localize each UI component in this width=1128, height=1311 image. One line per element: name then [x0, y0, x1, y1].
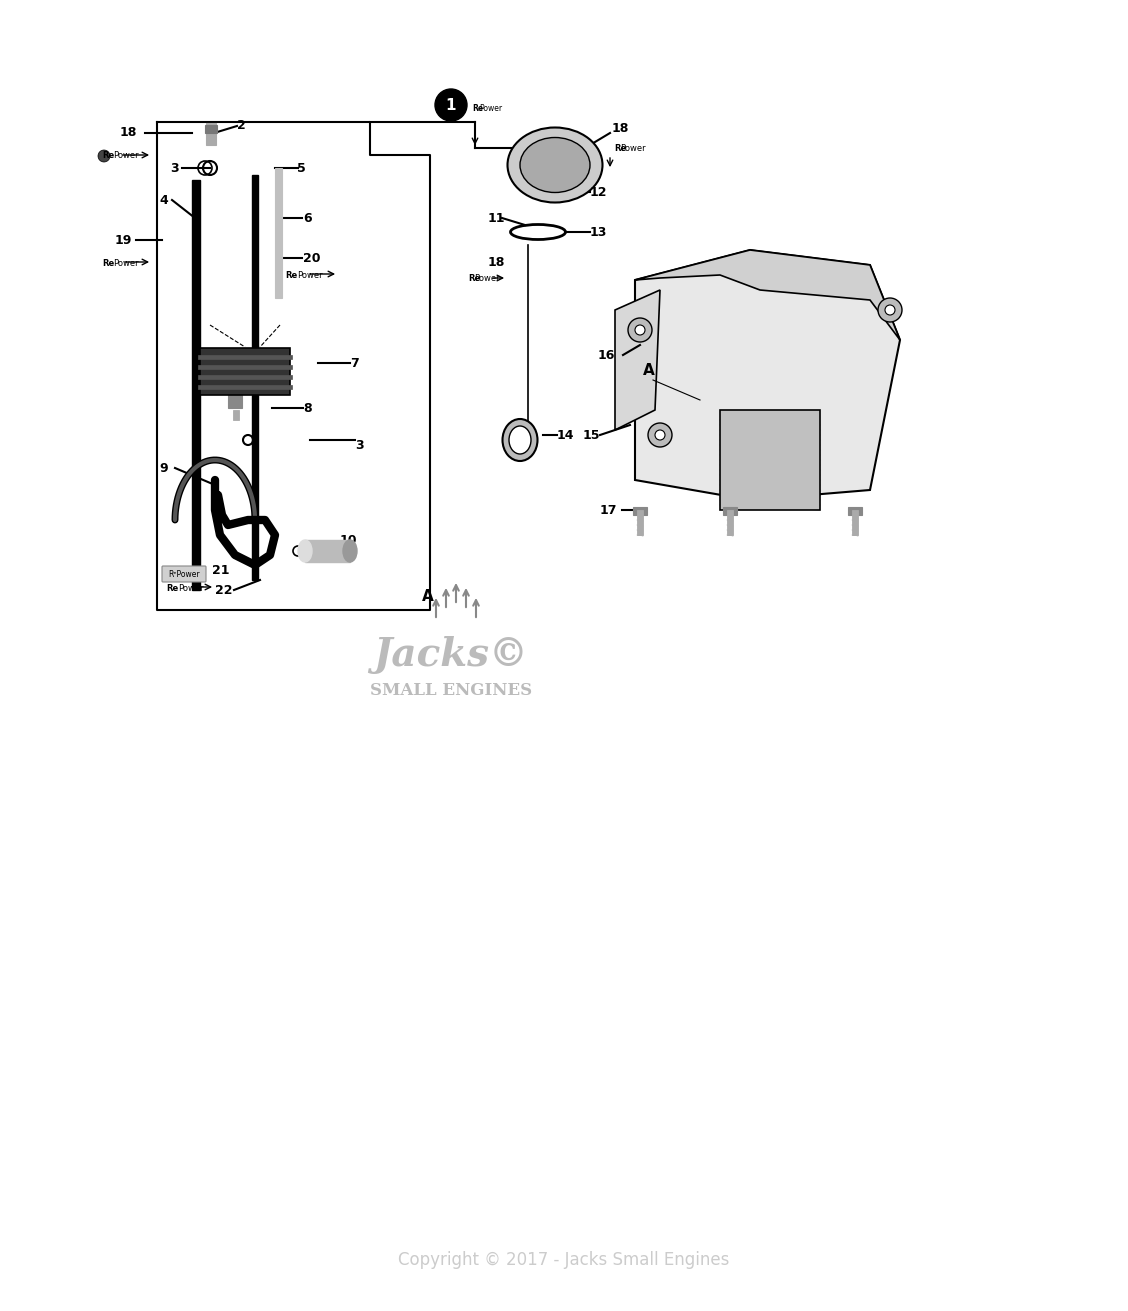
Bar — [206, 123, 215, 146]
Text: A: A — [643, 363, 654, 378]
Bar — [305, 540, 350, 562]
Text: Re: Re — [468, 274, 481, 282]
Ellipse shape — [343, 540, 356, 562]
Bar — [728, 510, 733, 535]
Text: 19: 19 — [115, 233, 132, 246]
Text: 4: 4 — [159, 194, 168, 207]
Text: RᵉPower: RᵉPower — [168, 569, 200, 578]
Text: 7: 7 — [350, 357, 359, 370]
Text: 2: 2 — [237, 118, 246, 131]
FancyBboxPatch shape — [162, 566, 206, 582]
Bar — [633, 507, 647, 515]
Text: Re: Re — [614, 143, 626, 152]
Circle shape — [98, 149, 111, 163]
Bar — [199, 364, 292, 368]
Bar — [199, 375, 292, 379]
Bar — [233, 410, 239, 420]
Circle shape — [628, 319, 652, 342]
Polygon shape — [200, 347, 290, 395]
Text: Jacks©: Jacks© — [373, 636, 528, 674]
Text: Power: Power — [178, 583, 204, 593]
Bar — [199, 385, 292, 389]
Text: 11: 11 — [488, 211, 505, 224]
Text: 3: 3 — [355, 438, 363, 451]
Text: Re: Re — [285, 270, 297, 279]
Bar — [199, 355, 292, 359]
Polygon shape — [615, 290, 660, 430]
Bar — [852, 510, 858, 535]
Circle shape — [885, 305, 895, 315]
Text: 14: 14 — [557, 429, 574, 442]
Text: Re: Re — [166, 583, 178, 593]
Text: 9: 9 — [159, 461, 168, 475]
Text: Power: Power — [297, 270, 323, 279]
Text: Re: Re — [102, 151, 114, 160]
Circle shape — [635, 325, 645, 336]
Bar — [848, 507, 862, 515]
Bar — [275, 168, 282, 298]
Text: 6: 6 — [303, 211, 311, 224]
Text: A: A — [422, 589, 434, 603]
Bar — [723, 507, 737, 515]
Text: 22: 22 — [215, 583, 232, 597]
Text: 8: 8 — [303, 401, 311, 414]
Bar — [228, 389, 243, 408]
Text: Power: Power — [620, 143, 645, 152]
Text: Re: Re — [102, 258, 114, 267]
Text: Copyright © 2017 - Jacks Small Engines: Copyright © 2017 - Jacks Small Engines — [398, 1251, 730, 1269]
Ellipse shape — [520, 138, 590, 193]
Bar — [252, 174, 258, 579]
Text: Power: Power — [479, 104, 502, 113]
Text: 5: 5 — [297, 161, 306, 174]
Circle shape — [655, 430, 666, 440]
Bar — [205, 125, 217, 132]
Text: 3: 3 — [170, 161, 178, 174]
Ellipse shape — [298, 540, 312, 562]
Text: 12: 12 — [590, 185, 608, 198]
Text: 18: 18 — [120, 126, 138, 139]
Text: Power: Power — [113, 258, 139, 267]
Text: 10: 10 — [340, 534, 358, 547]
Text: 17: 17 — [600, 503, 617, 517]
Circle shape — [878, 298, 902, 323]
Text: 21: 21 — [212, 564, 229, 577]
Text: Re: Re — [472, 104, 483, 113]
Bar — [637, 510, 643, 535]
Ellipse shape — [502, 420, 538, 461]
Text: Power: Power — [474, 274, 500, 282]
Text: 18: 18 — [613, 122, 629, 135]
Text: Power: Power — [113, 151, 139, 160]
Text: 18: 18 — [488, 256, 505, 269]
Text: 20: 20 — [303, 252, 320, 265]
Polygon shape — [635, 250, 900, 340]
Text: 15: 15 — [583, 429, 600, 442]
Ellipse shape — [508, 127, 602, 202]
Bar — [192, 180, 200, 590]
Polygon shape — [635, 250, 900, 499]
Circle shape — [647, 423, 672, 447]
Ellipse shape — [509, 426, 531, 454]
Polygon shape — [720, 410, 820, 510]
Text: SMALL ENGINES: SMALL ENGINES — [370, 682, 532, 699]
Circle shape — [435, 89, 467, 121]
Text: 13: 13 — [590, 225, 607, 239]
Text: 1: 1 — [446, 97, 456, 113]
Text: 16: 16 — [598, 349, 616, 362]
